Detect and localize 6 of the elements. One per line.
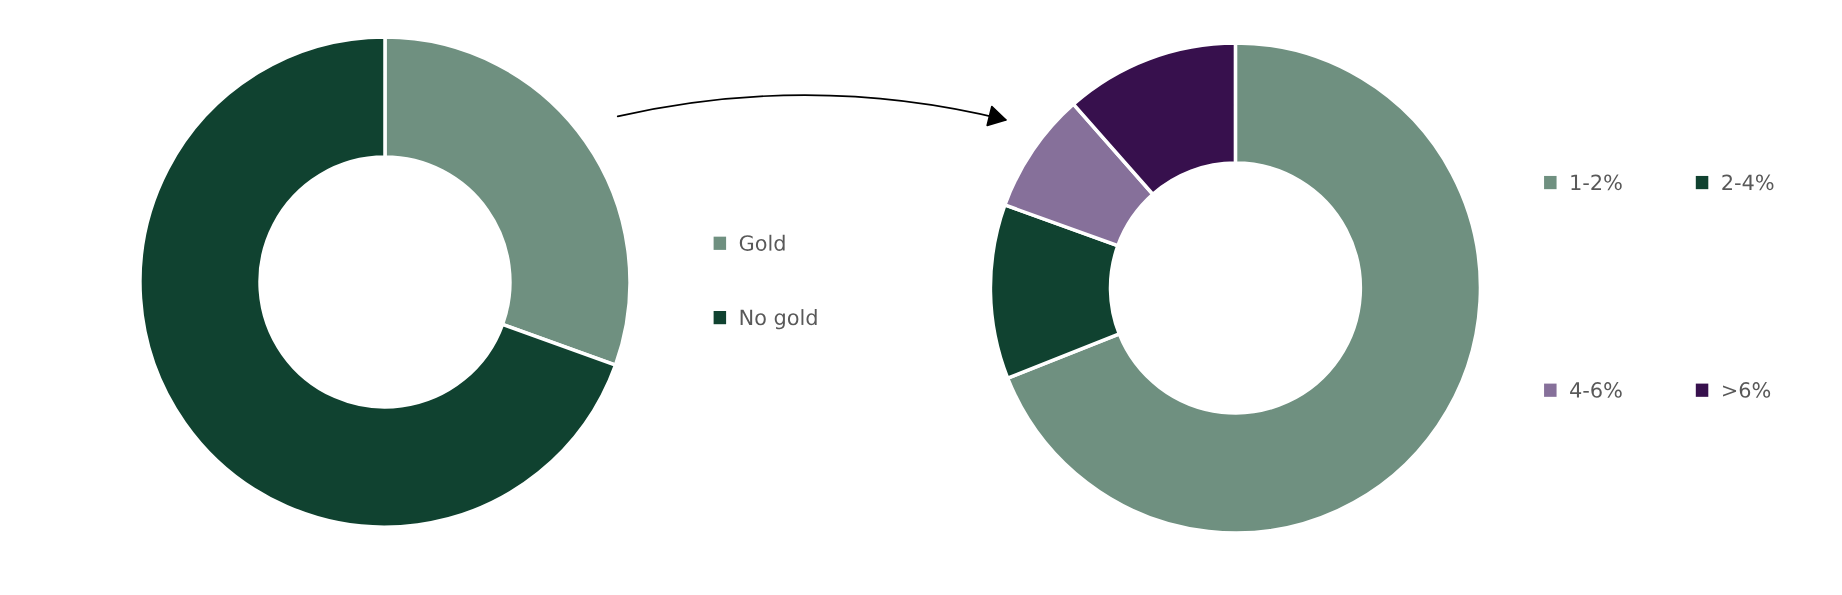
legend-label: 2-4% bbox=[1722, 174, 1774, 191]
legend-label: 4-6% bbox=[1570, 382, 1622, 398]
legend-label: >6% bbox=[1723, 382, 1771, 398]
legend-label: No gold bbox=[740, 309, 817, 330]
legend-label: 1-2% bbox=[1571, 174, 1622, 191]
legend-label: Gold bbox=[739, 234, 785, 251]
